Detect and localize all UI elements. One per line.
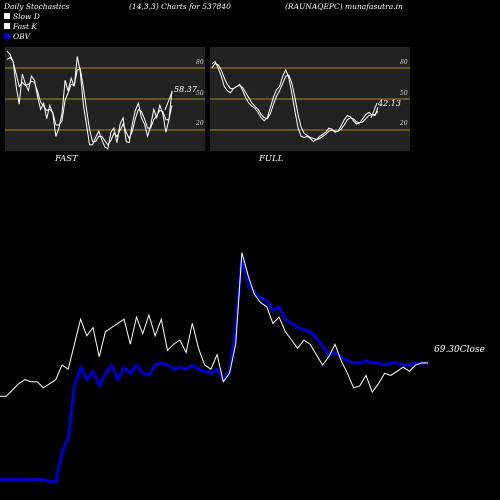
fast-tick-20: 20 bbox=[195, 120, 204, 127]
legend-label-fast-k: Fast K bbox=[12, 22, 37, 31]
obv-line bbox=[0, 255, 428, 484]
full-last-value: 42.13 bbox=[377, 99, 401, 108]
full-caption: FULL bbox=[258, 154, 284, 164]
fast-panel: 80 50 20 58.37 bbox=[5, 47, 205, 151]
fast-caption: FAST bbox=[54, 154, 79, 164]
fast-label-pointer bbox=[164, 91, 173, 111]
price-line bbox=[0, 252, 428, 397]
fast-k-line bbox=[6, 50, 173, 150]
full-k-line bbox=[211, 60, 379, 143]
full-tick-20: 20 bbox=[399, 120, 408, 127]
slow-d-line bbox=[6, 56, 173, 146]
fast-tick-80: 80 bbox=[196, 59, 204, 66]
legend-swatch-obv bbox=[4, 33, 10, 39]
price-obv-panel: 69.30Close bbox=[0, 252, 485, 484]
full-panel: 80 50 20 42.13 bbox=[210, 47, 410, 151]
full-d-line bbox=[211, 63, 379, 141]
header-left: Daily Stochastics bbox=[3, 2, 70, 11]
legend-label-obv: OBV bbox=[13, 32, 32, 41]
fast-last-value: 58.37 bbox=[174, 85, 198, 94]
fast-tick-50: 50 bbox=[196, 90, 204, 97]
legend-label-slow-d: Slow D bbox=[13, 12, 40, 21]
close-label: 69.30Close bbox=[434, 345, 485, 355]
full-label-pointer bbox=[370, 102, 378, 119]
legend-swatch-slow-d bbox=[4, 13, 10, 19]
full-tick-80: 80 bbox=[400, 59, 408, 66]
legend-swatch-fast-k bbox=[4, 23, 10, 29]
full-tick-50: 50 bbox=[400, 90, 408, 97]
header-middle: (14,3,3) Charts for 537840 bbox=[129, 2, 231, 11]
legend: Slow D Fast K OBV bbox=[4, 12, 40, 41]
header-right: (RAUNAQEPC) munafasutra.in bbox=[285, 2, 403, 11]
